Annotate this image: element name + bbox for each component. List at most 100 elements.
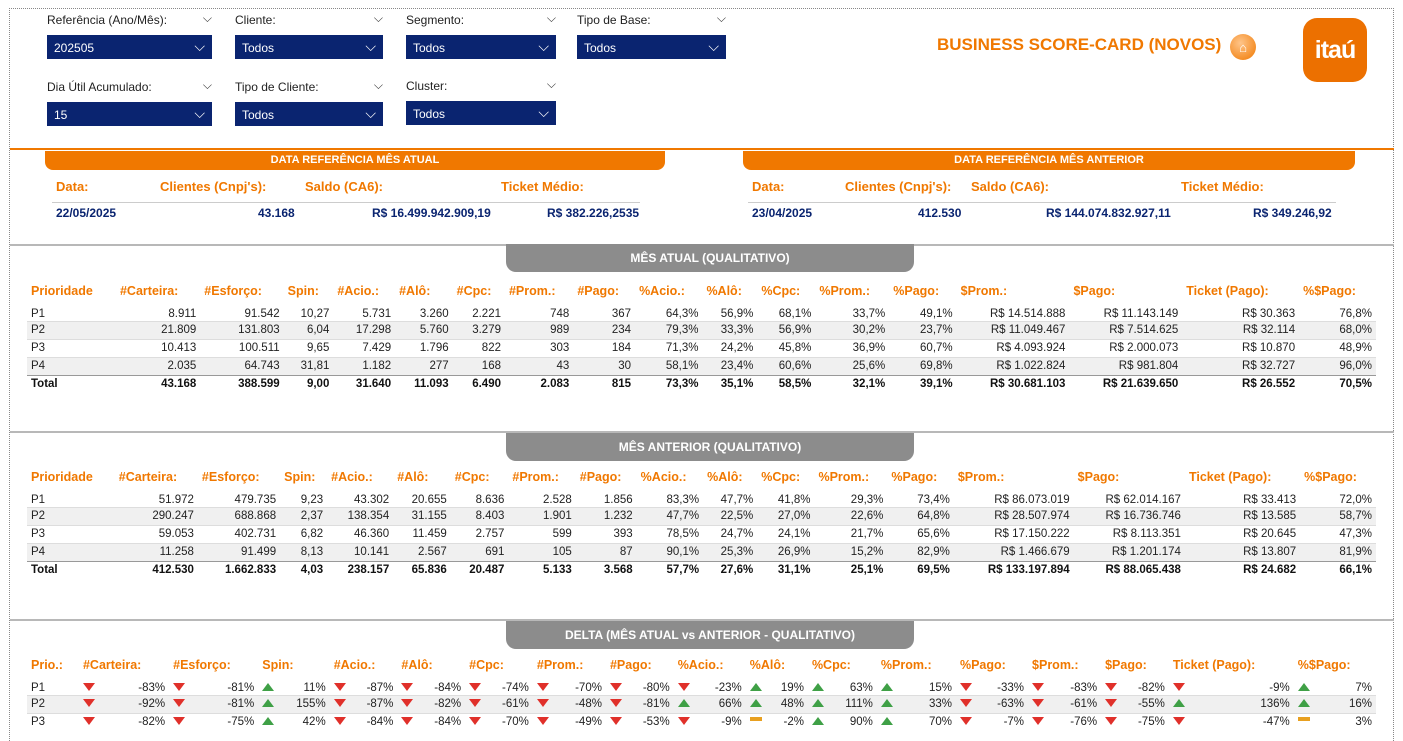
- column-header[interactable]: #Alô:: [397, 469, 429, 484]
- column-header[interactable]: #Acio.:: [331, 469, 373, 484]
- column-header[interactable]: %$Pago:: [1297, 657, 1351, 672]
- column-header[interactable]: %Prom.:: [819, 283, 871, 298]
- table-cell: 58,1%: [665, 360, 699, 372]
- column-header[interactable]: #Carteira:: [82, 657, 142, 672]
- filter-cliente[interactable]: Cliente: ⌵ Todos ⌵: [235, 11, 383, 61]
- filter-dia-util[interactable]: Dia Útil Acumulado: ⌵ 15 ⌵: [47, 78, 212, 128]
- delta-cell: -82%: [1101, 677, 1169, 695]
- tipo-base-select[interactable]: Todos ⌵: [577, 35, 726, 59]
- chevron-down-icon[interactable]: ⌵: [373, 11, 383, 25]
- table-cell: 47,7%: [666, 510, 700, 522]
- column-header[interactable]: Spin:: [287, 283, 319, 298]
- tipo-cliente-select[interactable]: Todos ⌵: [235, 102, 383, 126]
- table-cell: 90,1%: [666, 546, 700, 558]
- chevron-down-icon[interactable]: ⌵: [708, 38, 719, 54]
- column-header[interactable]: #Cpc:: [454, 469, 490, 484]
- filter-tipo-cliente[interactable]: Tipo de Cliente: ⌵ Todos ⌵: [235, 78, 383, 128]
- column-header[interactable]: %Alô:: [706, 283, 742, 298]
- delta-cell: -83%: [1028, 677, 1101, 695]
- column-header[interactable]: %Cpc:: [761, 469, 801, 484]
- column-header[interactable]: #Carteira:: [119, 283, 179, 298]
- column-header[interactable]: $Prom.:: [1032, 657, 1079, 672]
- chevron-down-icon[interactable]: ⌵: [538, 38, 549, 54]
- column-header[interactable]: #Carteira:: [118, 469, 178, 484]
- column-header[interactable]: #Esforço:: [201, 469, 260, 484]
- column-header[interactable]: %Pago:: [959, 657, 1006, 672]
- table-cell: 26,9%: [777, 546, 811, 558]
- triangle-down-icon: [401, 683, 414, 692]
- cluster-select[interactable]: Todos ⌵: [406, 101, 556, 125]
- column-header[interactable]: #Alô:: [399, 283, 431, 298]
- column-header[interactable]: #Cpc:: [456, 283, 492, 298]
- filter-tipo-base[interactable]: Tipo de Base: ⌵ Todos ⌵: [577, 11, 726, 61]
- column-header[interactable]: Ticket (Pago):: [1188, 469, 1272, 484]
- chevron-down-icon[interactable]: ⌵: [202, 11, 212, 25]
- chevron-down-icon[interactable]: ⌵: [546, 11, 556, 25]
- column-header[interactable]: #Prom.:: [512, 469, 559, 484]
- column-header[interactable]: #Pago:: [577, 283, 619, 298]
- column-header[interactable]: $Prom.:: [957, 469, 1005, 484]
- column-header[interactable]: $Pago:: [1077, 469, 1120, 484]
- triangle-up-icon: [880, 683, 893, 692]
- delta-cell: 33%: [877, 695, 956, 713]
- column-header[interactable]: $Pago:: [1105, 657, 1147, 672]
- column-header[interactable]: %Prom.:: [818, 469, 870, 484]
- select-value: Todos: [413, 41, 446, 55]
- dia-util-select[interactable]: 15 ⌵: [47, 102, 212, 126]
- column-header[interactable]: %Prom.:: [880, 657, 932, 672]
- column-header[interactable]: Prioridade: [31, 469, 93, 484]
- chevron-down-icon[interactable]: ⌵: [194, 105, 205, 121]
- column-header[interactable]: #Alô:: [401, 657, 433, 672]
- column-header[interactable]: %Alô:: [749, 657, 786, 672]
- delta-value: -7%: [1003, 716, 1025, 729]
- column-header[interactable]: #Prom.:: [536, 657, 584, 672]
- chevron-down-icon[interactable]: ⌵: [194, 38, 205, 54]
- filter-cluster[interactable]: Cluster: ⌵ Todos ⌵: [406, 77, 556, 127]
- column-header[interactable]: #Acio.:: [333, 657, 376, 672]
- column-header[interactable]: Spin:: [284, 469, 316, 484]
- chevron-down-icon[interactable]: ⌵: [546, 77, 556, 91]
- column-header[interactable]: %Alô:: [707, 469, 743, 484]
- column-header[interactable]: %Acio.:: [639, 283, 685, 298]
- home-icon[interactable]: ⌂: [1230, 34, 1256, 60]
- table-cell: 58,7%: [1339, 510, 1372, 522]
- column-header[interactable]: #Cpc:: [469, 657, 504, 672]
- column-header[interactable]: $Pago:: [1073, 283, 1116, 298]
- chevron-down-icon[interactable]: ⌵: [716, 11, 726, 25]
- column-header[interactable]: #Esforço:: [204, 283, 262, 298]
- referencia-select[interactable]: 202505 ⌵: [47, 35, 212, 59]
- segmento-select[interactable]: Todos ⌵: [406, 35, 556, 59]
- chevron-down-icon[interactable]: ⌵: [202, 78, 212, 92]
- column-header[interactable]: Prioridade: [31, 283, 93, 298]
- filter-segmento[interactable]: Segmento: ⌵ Todos ⌵: [406, 11, 556, 61]
- column-header[interactable]: Prio.:: [31, 657, 63, 672]
- column-header[interactable]: #Prom.:: [508, 283, 556, 298]
- column-header[interactable]: $Prom.:: [960, 283, 1008, 298]
- table-cell: 21.809: [161, 324, 197, 336]
- chevron-down-icon[interactable]: ⌵: [538, 104, 549, 120]
- column-header[interactable]: #Pago:: [579, 469, 622, 484]
- chevron-down-icon[interactable]: ⌵: [365, 105, 376, 121]
- column-header[interactable]: %Pago:: [891, 469, 938, 484]
- column-header[interactable]: #Esforço:: [173, 657, 231, 672]
- column-header[interactable]: %Cpc:: [761, 283, 801, 298]
- column-header[interactable]: %$Pago:: [1303, 283, 1356, 298]
- table-cell: P1: [31, 308, 46, 321]
- column-header[interactable]: %$Pago:: [1304, 469, 1357, 484]
- column-header[interactable]: %Acio.:: [677, 657, 724, 672]
- column-header[interactable]: %Acio.:: [640, 469, 687, 484]
- column-header[interactable]: Ticket (Pago):: [1186, 283, 1269, 298]
- column-header[interactable]: Spin:: [262, 657, 294, 672]
- column-header[interactable]: %Cpc:: [811, 657, 851, 672]
- column-header[interactable]: %Pago:: [893, 283, 940, 298]
- triangle-down-icon: [959, 683, 972, 692]
- chevron-down-icon[interactable]: ⌵: [373, 78, 383, 92]
- column-header[interactable]: #Pago:: [609, 657, 652, 672]
- table-cell: 2.528: [542, 494, 572, 507]
- cliente-select[interactable]: Todos ⌵: [235, 35, 383, 59]
- filter-referencia[interactable]: Referência (Ano/Mês): ⌵ 202505 ⌵: [47, 11, 212, 61]
- column-header[interactable]: #Acio.:: [337, 283, 380, 298]
- chevron-down-icon[interactable]: ⌵: [365, 38, 376, 54]
- table-cell: 36,9%: [852, 342, 886, 354]
- column-header[interactable]: Ticket (Pago):: [1172, 657, 1256, 672]
